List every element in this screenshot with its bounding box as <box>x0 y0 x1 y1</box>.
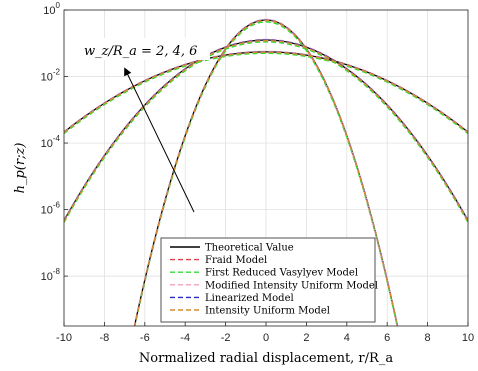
y-tick-label: 10-4 <box>41 134 61 150</box>
x-tick-label: 2 <box>303 332 309 344</box>
y-tick-label: 10-6 <box>41 201 61 217</box>
curves <box>64 18 468 326</box>
series-line-2-2 <box>64 52 468 135</box>
y-tick-label: 10-8 <box>41 267 61 283</box>
series-line-5-1 <box>64 39 468 222</box>
series-line-2-0 <box>134 21 398 326</box>
legend-entry: Fraid Model <box>205 255 267 266</box>
x-tick-label: 4 <box>344 332 350 344</box>
y-axis-label: h_p(r;z) <box>13 143 28 194</box>
y-tick-label: 100 <box>43 1 60 17</box>
x-tick-label: 6 <box>384 332 390 344</box>
series-line-5-2 <box>64 51 468 133</box>
series-line-2-1 <box>64 41 468 223</box>
x-tick-label: 8 <box>425 332 431 344</box>
x-tick-label: -10 <box>56 332 72 344</box>
annotation-label: w_z/R_a = 2, 4, 6 <box>84 44 197 59</box>
x-axis-ticks: -10 -8 -6 -4 -2 0 2 4 6 8 10 <box>56 322 474 344</box>
x-tick-label: 0 <box>263 332 269 344</box>
x-tick-label: 10 <box>462 332 474 344</box>
legend-entry: Theoretical Value <box>205 243 294 254</box>
series-line-5-0 <box>133 19 399 326</box>
y-axis-ticks: 10-8 10-6 10-4 10-2 100 <box>41 1 68 283</box>
x-tick-label: -4 <box>180 332 190 344</box>
y-tick-label: 10-2 <box>41 68 61 84</box>
legend-entry: First Reduced Vasylyev Model <box>205 268 358 279</box>
legend-entry: Linearized Model <box>205 293 294 304</box>
legend-box <box>160 237 376 323</box>
x-axis-label: Normalized radial displacement, r/R_a <box>139 351 393 366</box>
annotation-background <box>80 38 210 60</box>
x-tick-label: -6 <box>140 332 150 344</box>
annotation-arrow <box>124 67 195 213</box>
legend-entry: Modified Intensity Uniform Model <box>205 280 378 291</box>
legend-entry: Intensity Uniform Model <box>205 306 330 317</box>
x-tick-label: -8 <box>100 332 110 344</box>
x-tick-label: -2 <box>221 332 231 344</box>
